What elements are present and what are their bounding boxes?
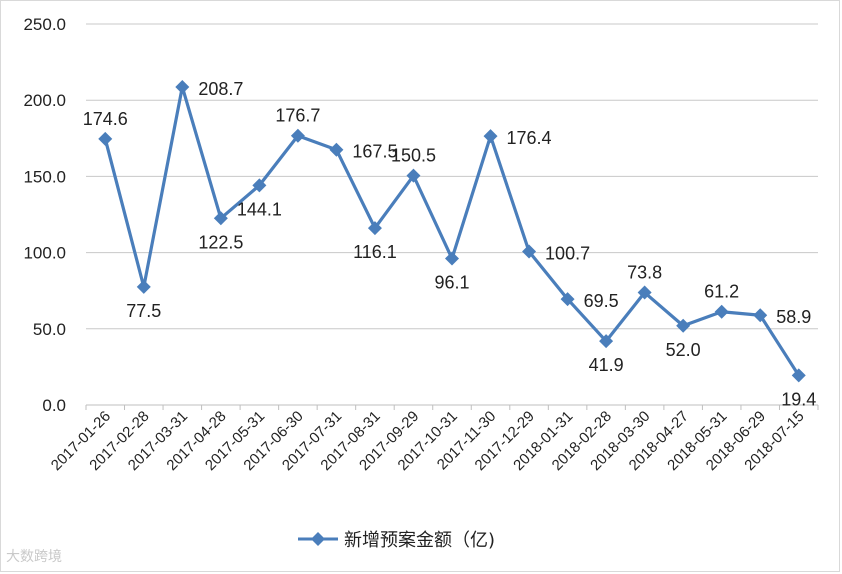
data-label: 73.8 xyxy=(627,263,662,283)
data-point xyxy=(791,368,806,383)
data-label: 174.6 xyxy=(83,109,128,129)
data-point xyxy=(676,318,691,333)
y-tick-label: 100.0 xyxy=(23,244,66,263)
data-point xyxy=(522,244,537,259)
data-point xyxy=(406,168,421,183)
data-label: 150.5 xyxy=(391,146,436,166)
data-point xyxy=(637,285,652,300)
y-tick-label: 250.0 xyxy=(23,15,66,34)
data-label: 167.5 xyxy=(352,142,397,162)
data-label: 19.4 xyxy=(781,389,816,409)
data-label: 208.7 xyxy=(198,79,243,99)
data-point xyxy=(329,142,344,157)
data-label: 61.2 xyxy=(704,282,739,302)
data-point xyxy=(98,131,113,146)
data-point xyxy=(175,79,190,94)
data-label: 58.9 xyxy=(776,307,811,327)
data-label: 100.7 xyxy=(545,244,590,264)
legend: 新增预案金额（亿) xyxy=(298,526,495,552)
data-label: 176.4 xyxy=(507,128,552,148)
data-point xyxy=(599,334,614,349)
data-point xyxy=(290,128,305,143)
data-label: 116.1 xyxy=(353,242,397,262)
data-label: 144.1 xyxy=(237,199,282,219)
data-label: 69.5 xyxy=(584,291,619,311)
data-point xyxy=(367,221,382,236)
y-tick-label: 150.0 xyxy=(23,167,66,186)
y-tick-label: 200.0 xyxy=(23,91,66,110)
data-label: 77.5 xyxy=(126,301,161,321)
data-point xyxy=(483,129,498,144)
data-point xyxy=(252,178,267,193)
data-point xyxy=(560,292,575,307)
data-label: 122.5 xyxy=(198,232,243,252)
data-label: 176.7 xyxy=(275,106,320,126)
data-point xyxy=(213,211,228,226)
data-point xyxy=(714,304,729,319)
legend-label: 新增预案金额（亿) xyxy=(344,530,496,551)
watermark: 大数跨境 xyxy=(6,549,62,565)
y-tick-label: 50.0 xyxy=(33,320,66,339)
data-point xyxy=(753,308,768,323)
data-label: 96.1 xyxy=(434,273,469,293)
data-label: 41.9 xyxy=(589,355,624,375)
data-point xyxy=(136,279,151,294)
y-tick-label: 0.0 xyxy=(42,396,66,415)
data-label: 52.0 xyxy=(666,340,701,360)
data-point xyxy=(445,251,459,266)
series-line xyxy=(103,85,801,377)
legend-marker-icon xyxy=(298,532,338,546)
